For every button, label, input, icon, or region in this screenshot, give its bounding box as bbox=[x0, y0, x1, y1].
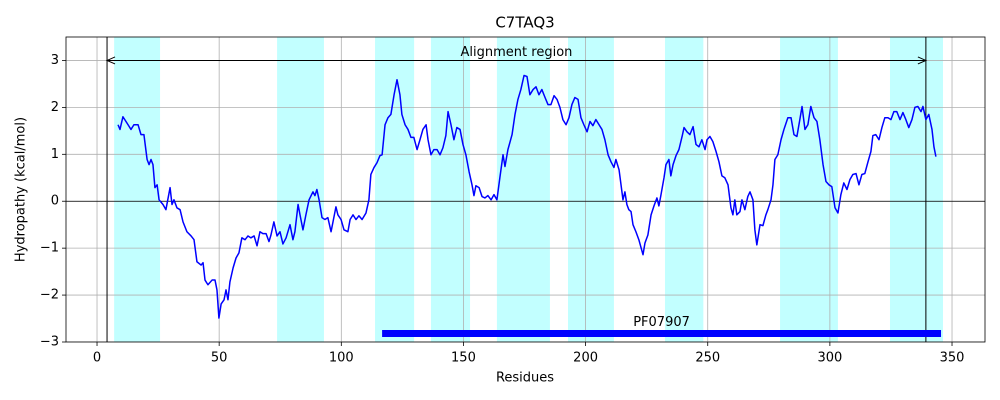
y-tick-label: −2 bbox=[40, 288, 59, 303]
region bbox=[664, 37, 704, 342]
x-tick-label: 300 bbox=[817, 351, 842, 366]
x-tick-label: 150 bbox=[451, 351, 476, 366]
y-tick-label: −1 bbox=[40, 241, 59, 256]
axes-frame bbox=[65, 36, 986, 343]
domain-label: PF07907 bbox=[633, 315, 690, 330]
arrow-head bbox=[105, 56, 116, 65]
x-tick-label: 0 bbox=[93, 351, 101, 366]
y-tick-label: −3 bbox=[40, 335, 59, 350]
region bbox=[430, 37, 471, 342]
region bbox=[889, 37, 943, 342]
y-tick-label: 3 bbox=[51, 53, 59, 68]
annotation-label: Alignment region bbox=[461, 45, 573, 60]
region bbox=[496, 37, 550, 342]
plot-area bbox=[66, 37, 985, 342]
chart-title: C7TAQ3 bbox=[495, 14, 554, 32]
overlay: 0 50 100 150 200 250 300 350 −3 −2 −1 0 1 2 3 PF07907 Al… bbox=[40, 36, 986, 366]
x-tick-label: 250 bbox=[695, 351, 720, 366]
x-tick-label: 50 bbox=[211, 351, 228, 366]
arrow-head bbox=[917, 56, 928, 65]
region bbox=[114, 37, 161, 342]
x-tick-label: 200 bbox=[573, 351, 598, 366]
region bbox=[568, 37, 614, 342]
x-tick-label: 100 bbox=[329, 351, 354, 366]
y-tick-label: 1 bbox=[51, 147, 59, 162]
hydropathy-line bbox=[117, 74, 937, 319]
x-axis-label: Residues bbox=[496, 371, 554, 386]
region bbox=[780, 37, 838, 342]
y-tick-label: 2 bbox=[51, 100, 59, 115]
y-axis-label: Hydropathy (kcal/mol) bbox=[14, 117, 29, 262]
x-tick-label: 350 bbox=[940, 351, 965, 366]
y-tick-label: 0 bbox=[51, 194, 59, 209]
region bbox=[375, 37, 415, 342]
